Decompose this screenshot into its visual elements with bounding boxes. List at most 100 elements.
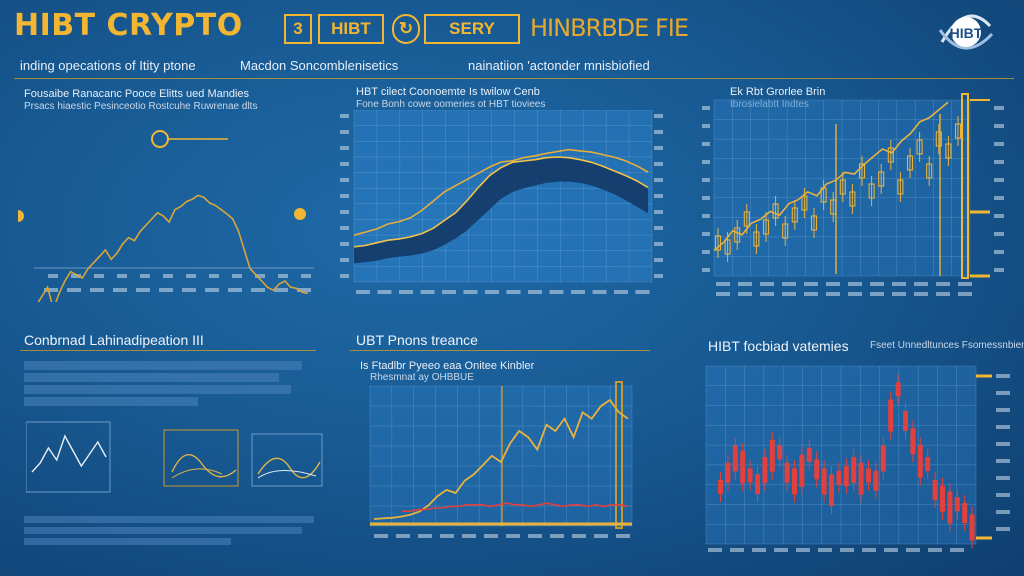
tick-label [796,548,810,552]
chart-2 [340,110,663,294]
y-tick-label [340,114,349,118]
panel1-title: Fousaibe Ranacanc Pooce Elitts ued Mandi… [24,88,250,100]
tick-label [186,274,196,278]
tick-label [90,288,104,292]
y-tick-label [654,210,663,214]
y-tick-label [994,106,1004,110]
candle [829,474,834,507]
candle [917,445,923,478]
candle [954,123,962,139]
chart1-left-marker [18,210,24,222]
chart-5 [369,381,633,538]
tick-label [485,290,499,294]
y-tick-label [654,242,663,246]
section4-title: Conbrnad Lahinadipeation III [24,332,204,348]
tick-label [418,534,432,538]
candle [858,163,866,179]
tick-label [356,290,370,294]
tick-label [205,288,219,292]
y-tick-label [996,425,1010,429]
header-tagline: HINBRBDE FIE [530,14,689,42]
y-tick-label [702,106,710,110]
header-tag-2: HIBT [318,14,384,44]
tick-label [377,290,392,294]
candle [755,474,760,495]
candle [762,457,768,483]
tick-label [804,282,818,286]
tick-label [420,290,435,294]
tick-label [396,534,410,538]
panel6-legend: Fseet Unnedltunces Fsomessnbien [870,340,1024,351]
tick-label [914,292,928,296]
tick-label [614,290,628,294]
tick-label [906,548,920,552]
candle [866,468,871,483]
tick-label [760,292,774,296]
tick-label [44,288,58,292]
candle [888,399,894,432]
mini-chart-3-series [257,457,321,479]
tick-label [549,290,564,294]
candle [747,468,753,483]
y-tick-label [994,142,1004,146]
y-tick-label [702,124,710,128]
candle [762,219,770,235]
panel5-subtitle: Rhesmnat ay OHBBUE [370,372,474,383]
tick-label [528,534,542,538]
mini-chart-2-series-b [171,468,223,479]
y-tick-label [996,459,1010,463]
candle [895,382,901,397]
page-title: HIBT CRYPTO [14,8,243,43]
chart2-series-high [353,148,649,236]
tick-label [140,274,150,278]
tick-label [159,288,173,292]
chart1-highlight-marker [151,130,169,148]
candle [814,459,820,480]
tick-label [506,534,520,538]
header-sub-2: Macdon Soncomblenisetics [240,58,399,73]
chart5-series-price [373,398,629,520]
y-tick-label [340,178,349,182]
candle [868,183,875,199]
hibt-logo: HIBT [938,14,994,50]
y-tick-label [994,214,1004,218]
mini-chart-3-series-b [257,470,317,479]
tick-label [782,282,796,286]
candle [836,470,842,485]
y-tick-label [654,194,663,198]
candle [945,143,952,159]
candle [947,491,953,524]
candle [843,466,849,487]
section4-divider [20,350,316,351]
candle [791,207,798,223]
y-tick-label [340,210,349,214]
y-tick-label [702,178,710,182]
tick-label [255,274,265,278]
y-tick-label [994,250,1004,254]
chart-1 [18,130,314,302]
y-tick-label [994,160,1004,164]
section5-divider [350,350,650,351]
panel3-title: Ek Rbt Grorlee Brin [730,86,826,98]
mini-chart-1-series [31,434,107,473]
y-tick-label [996,391,1010,395]
y-tick-label [702,250,710,254]
tick-label [936,292,950,296]
y-tick-label [654,258,663,262]
y-tick-label [340,130,349,134]
y-tick-label [340,146,349,150]
y-tick-label [994,124,1004,128]
candle [897,179,904,195]
tick-label [67,288,81,292]
tick-label [209,274,219,278]
tick-label [163,274,173,278]
tick-label [914,282,928,286]
header-sub-3: nainatiion 'actonder mnisbiofied [468,58,650,73]
y-tick-label [702,214,710,218]
tick-label [136,288,150,292]
candle [887,147,894,163]
candle [782,223,789,239]
candle [718,480,723,494]
tick-label [571,290,585,294]
candle [743,211,750,227]
